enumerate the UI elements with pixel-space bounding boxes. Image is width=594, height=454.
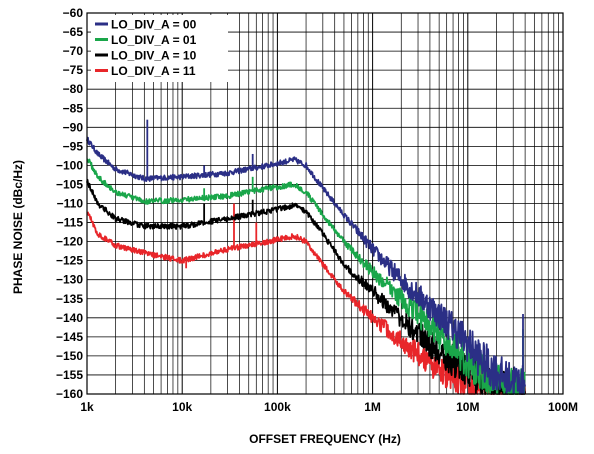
y-tick-label: −135 (56, 292, 83, 306)
y-tick-label: −140 (56, 311, 83, 325)
y-tick-label: −145 (56, 330, 83, 344)
legend-label: LO_DIV_A = 01 (111, 33, 197, 47)
plot-frame (86, 12, 564, 395)
series-line (86, 136, 526, 395)
series-0 (86, 119, 526, 395)
x-tick-label: 100M (548, 400, 578, 414)
y-tick-label: −110 (57, 197, 84, 211)
legend-label: LO_DIV_A = 10 (111, 49, 197, 63)
y-tick-label: −105 (56, 177, 83, 191)
y-tick-label: −80 (63, 82, 84, 96)
y-tick-label: −125 (56, 254, 83, 268)
legend-label: LO_DIV_A = 11 (111, 64, 196, 78)
y-axis-label: PHASE NOISE (dBc/Hz) (11, 160, 25, 294)
y-tick-label: −160 (56, 387, 83, 401)
y-tick-label: −70 (63, 44, 84, 58)
y-tick-label: −95 (63, 139, 84, 153)
x-tick-labels: 1k 10k 100k 1M 10M 100M (80, 400, 578, 414)
y-tick-label: −90 (63, 120, 84, 134)
x-tick-label: 1M (364, 400, 381, 414)
y-tick-label: −60 (63, 6, 84, 20)
y-tick-label: −130 (56, 273, 83, 287)
y-tick-label: −85 (63, 101, 84, 115)
legend-box (91, 15, 228, 82)
y-tick-label: −120 (56, 235, 83, 249)
y-tick-label: −100 (56, 158, 83, 172)
y-tick-labels: −60 −65 −70 −75 −80 −85 −90 −95 −100 −105 −110 −115… (56, 6, 83, 401)
series-line (86, 158, 526, 395)
plot-series (86, 119, 526, 395)
x-axis-label: OFFSET FREQUENCY (Hz) (249, 432, 401, 446)
y-tick-label: −115 (57, 216, 84, 230)
y-tick-label: −155 (56, 368, 83, 382)
legend-label: LO_DIV_A = 00 (111, 18, 197, 32)
y-tick-label: −75 (63, 63, 84, 77)
x-tick-label: 1k (80, 400, 94, 414)
x-tick-label: 10M (456, 400, 479, 414)
y-tick-label: −150 (56, 349, 83, 363)
x-tick-label: 100k (264, 400, 291, 414)
grid (86, 12, 563, 395)
x-tick-label: 10k (172, 400, 192, 414)
y-tick-label: −65 (63, 25, 84, 39)
